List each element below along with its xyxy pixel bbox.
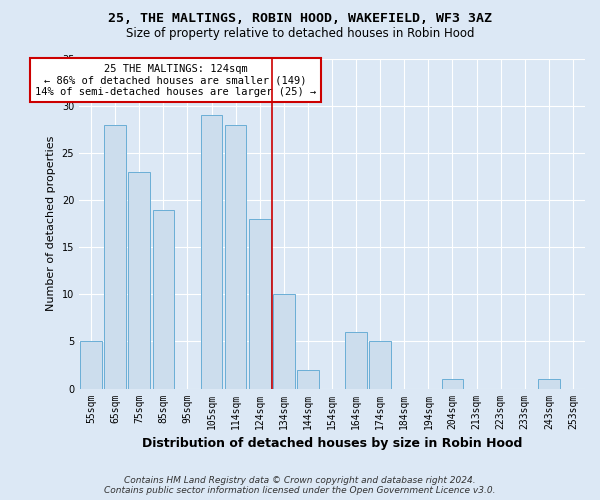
Text: 25 THE MALTINGS: 124sqm
← 86% of detached houses are smaller (149)
14% of semi-d: 25 THE MALTINGS: 124sqm ← 86% of detache…: [35, 64, 316, 97]
Bar: [273, 294, 295, 388]
Bar: [538, 379, 560, 388]
Bar: [442, 379, 463, 388]
Bar: [297, 370, 319, 388]
Bar: [128, 172, 150, 388]
Y-axis label: Number of detached properties: Number of detached properties: [46, 136, 56, 312]
Text: 25, THE MALTINGS, ROBIN HOOD, WAKEFIELD, WF3 3AZ: 25, THE MALTINGS, ROBIN HOOD, WAKEFIELD,…: [108, 12, 492, 26]
Bar: [104, 125, 126, 388]
Bar: [345, 332, 367, 388]
Bar: [201, 116, 223, 388]
Bar: [152, 210, 174, 388]
Text: Size of property relative to detached houses in Robin Hood: Size of property relative to detached ho…: [126, 28, 474, 40]
Text: Contains HM Land Registry data © Crown copyright and database right 2024.
Contai: Contains HM Land Registry data © Crown c…: [104, 476, 496, 495]
Bar: [370, 342, 391, 388]
X-axis label: Distribution of detached houses by size in Robin Hood: Distribution of detached houses by size …: [142, 437, 522, 450]
Bar: [225, 125, 247, 388]
Bar: [80, 342, 102, 388]
Bar: [249, 219, 271, 388]
